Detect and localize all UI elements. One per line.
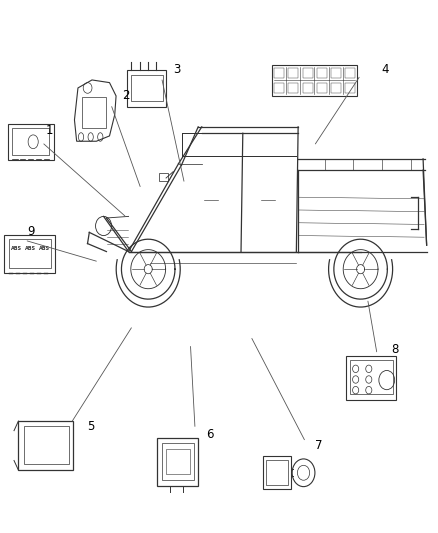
- Bar: [331, 68, 341, 78]
- Bar: [4, 235, 55, 273]
- Text: 7: 7: [315, 439, 323, 451]
- Text: 5: 5: [88, 420, 95, 433]
- Bar: [317, 68, 327, 78]
- Bar: [346, 356, 396, 400]
- Bar: [12, 128, 49, 155]
- Text: 6: 6: [206, 428, 213, 441]
- Text: ABS: ABS: [25, 246, 36, 251]
- Bar: [303, 68, 312, 78]
- Bar: [303, 83, 312, 93]
- Bar: [317, 83, 327, 93]
- Text: 4: 4: [381, 63, 389, 76]
- Bar: [159, 173, 168, 181]
- Bar: [166, 449, 190, 474]
- Bar: [331, 83, 341, 93]
- Bar: [8, 124, 54, 160]
- Bar: [131, 75, 163, 101]
- Text: 3: 3: [173, 63, 180, 76]
- Bar: [345, 83, 355, 93]
- Bar: [266, 460, 288, 485]
- Bar: [24, 426, 69, 464]
- Text: 1: 1: [46, 124, 53, 137]
- Bar: [345, 68, 355, 78]
- Text: ABS: ABS: [11, 246, 22, 251]
- Bar: [9, 239, 51, 268]
- Bar: [162, 443, 194, 480]
- Text: 9: 9: [27, 225, 35, 238]
- Bar: [288, 68, 298, 78]
- Bar: [288, 83, 298, 93]
- Text: 8: 8: [391, 343, 399, 356]
- Bar: [263, 456, 291, 489]
- Bar: [82, 97, 106, 128]
- Text: 2: 2: [122, 90, 129, 102]
- Bar: [157, 438, 198, 486]
- Bar: [272, 65, 357, 96]
- Bar: [350, 360, 393, 394]
- Bar: [274, 68, 284, 78]
- Bar: [274, 83, 284, 93]
- Bar: [127, 70, 166, 107]
- Bar: [18, 421, 73, 470]
- Text: ABS: ABS: [39, 246, 50, 251]
